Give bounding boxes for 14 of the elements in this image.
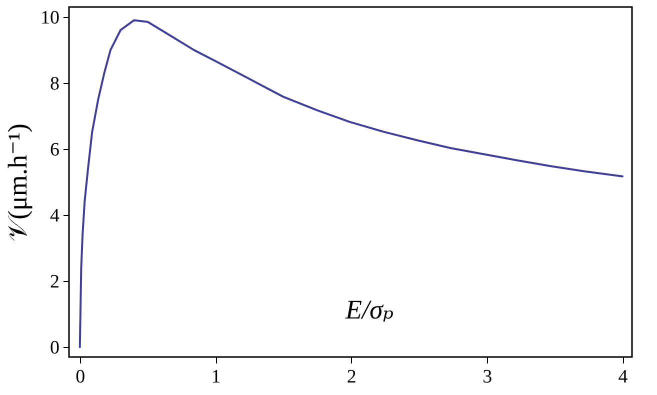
x-tick-label: 0 bbox=[76, 366, 86, 388]
y-tick-label: 8 bbox=[50, 73, 60, 94]
x-axis-title: E/σₚ bbox=[344, 294, 394, 324]
y-tick-label: 0 bbox=[50, 338, 60, 359]
x-tick-label: 3 bbox=[482, 366, 492, 388]
x-tick-label: 1 bbox=[211, 366, 221, 388]
y-tick-label: 10 bbox=[40, 7, 60, 28]
y-axis-title: 𝒱(μm.h⁻¹) bbox=[2, 123, 32, 242]
x-tick-label: 2 bbox=[346, 366, 356, 388]
y-tick-label: 2 bbox=[50, 272, 60, 293]
x-tick-label: 4 bbox=[618, 366, 628, 388]
y-tick-label: 4 bbox=[50, 206, 60, 227]
line-series bbox=[78, 19, 624, 348]
y-tick-label: 6 bbox=[50, 139, 60, 160]
